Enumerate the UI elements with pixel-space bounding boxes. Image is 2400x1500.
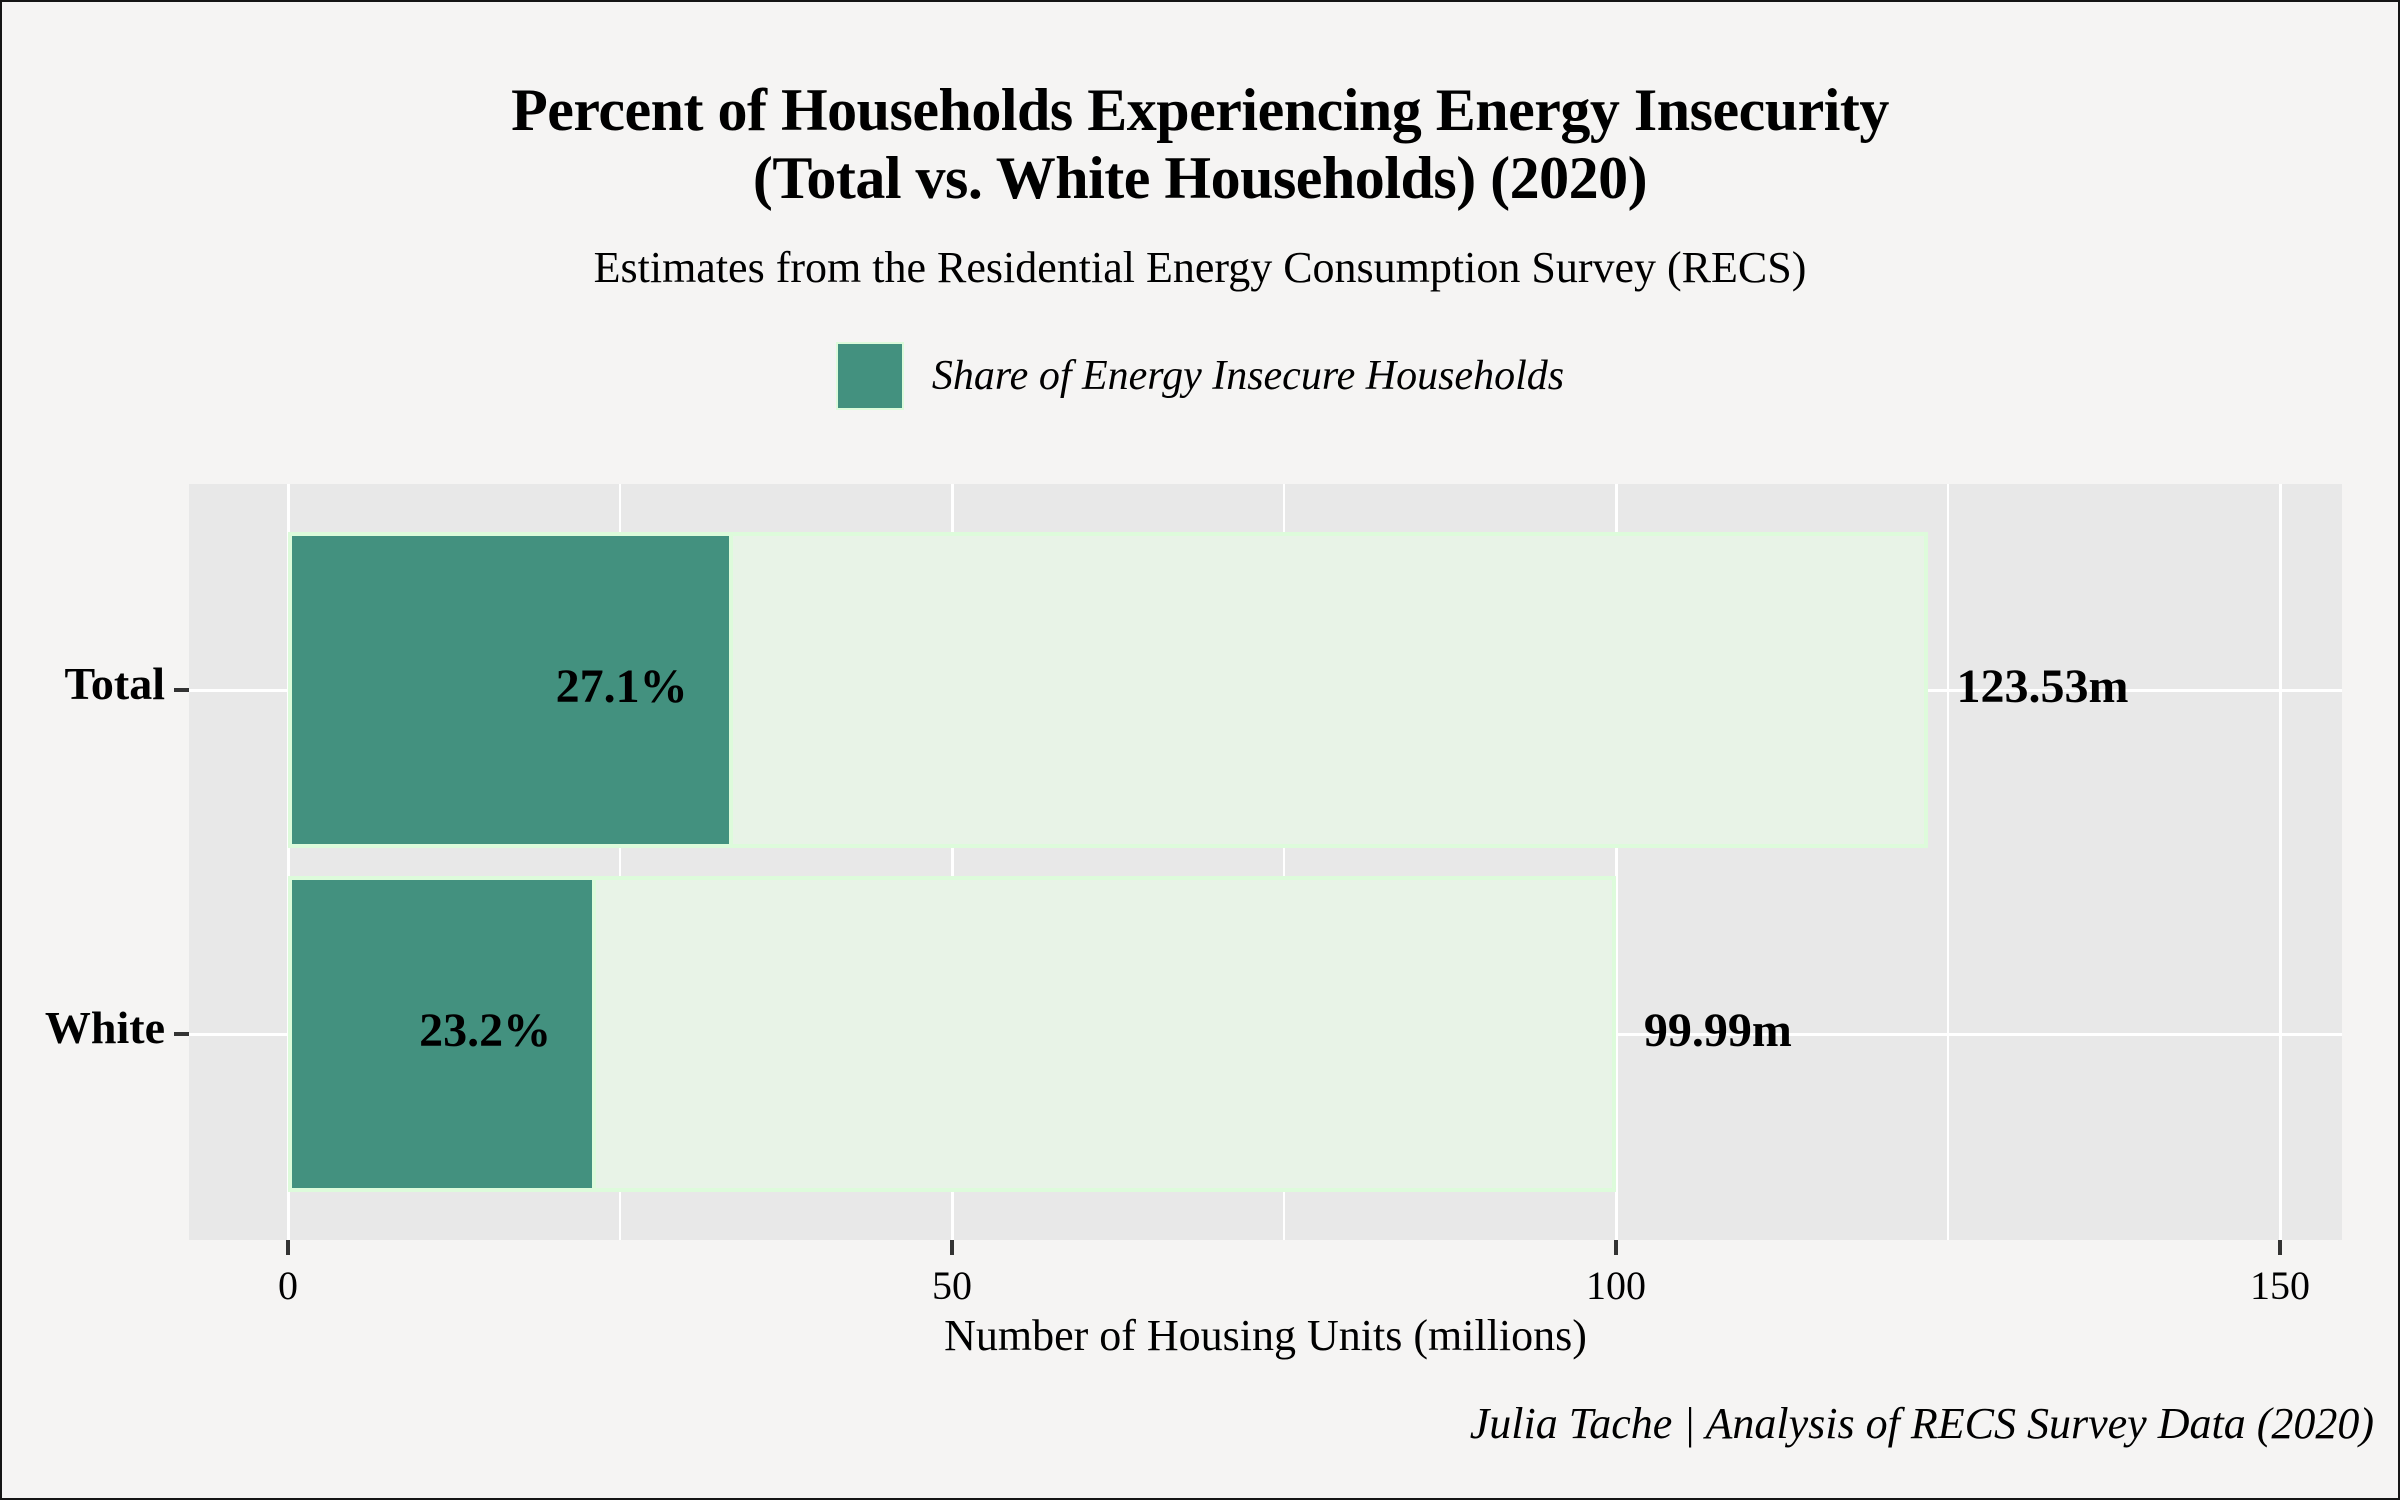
x-tick-mark	[1614, 1240, 1618, 1255]
chart-subtitle: Estimates from the Residential Energy Co…	[593, 243, 1807, 292]
chart-title-line2: (Total vs. White Households) (2020)	[752, 145, 1648, 211]
gridline-major-vertical	[2278, 484, 2282, 1240]
y-tick-mark	[174, 688, 189, 692]
caption: Julia Tache | Analysis of RECS Survey Da…	[1469, 1399, 2374, 1448]
x-tick-label: 150	[2250, 1263, 2310, 1308]
gridline-major-vertical	[1614, 484, 1618, 1240]
bar-share-label: 27.1%	[555, 660, 688, 713]
gridline-major-vertical	[286, 484, 290, 1240]
bar-insecure-share-white	[288, 876, 597, 1192]
x-tick-label: 0	[278, 1263, 298, 1308]
chart-title-line1: Percent of Households Experiencing Energ…	[511, 77, 1889, 143]
y-tick-mark	[174, 1032, 189, 1036]
bar-share-label: 23.2%	[419, 1004, 552, 1057]
x-tick-label: 100	[1586, 1263, 1646, 1308]
legend-swatch-icon	[835, 342, 904, 410]
gridline-minor-vertical	[1947, 484, 1949, 1240]
legend-label: Share of Energy Insecure Households	[931, 353, 1565, 399]
x-tick-mark	[950, 1240, 954, 1255]
bar-value-label: 123.53m	[1956, 660, 2129, 713]
plot-panel: 27.1% 123.53m 23.2% 99.99m	[189, 484, 2342, 1240]
gridline-minor-vertical	[619, 484, 621, 1240]
bar-insecure-share-total	[288, 532, 733, 848]
x-tick-label: 50	[932, 1263, 972, 1308]
y-category-label-total: Total	[64, 658, 165, 709]
chart-title: Percent of Households Experiencing Energ…	[2, 76, 2398, 212]
gridline-major-vertical	[950, 484, 954, 1240]
y-category-label-white: White	[44, 1002, 165, 1053]
x-tick-mark	[286, 1240, 290, 1255]
x-axis-title: Number of Housing Units (millions)	[944, 1311, 1587, 1360]
legend: Share of Energy Insecure Households	[2, 342, 2398, 410]
gridline-minor-vertical	[1283, 484, 1285, 1240]
bar-value-label: 99.99m	[1643, 1004, 1792, 1057]
x-tick-mark	[2278, 1240, 2282, 1255]
